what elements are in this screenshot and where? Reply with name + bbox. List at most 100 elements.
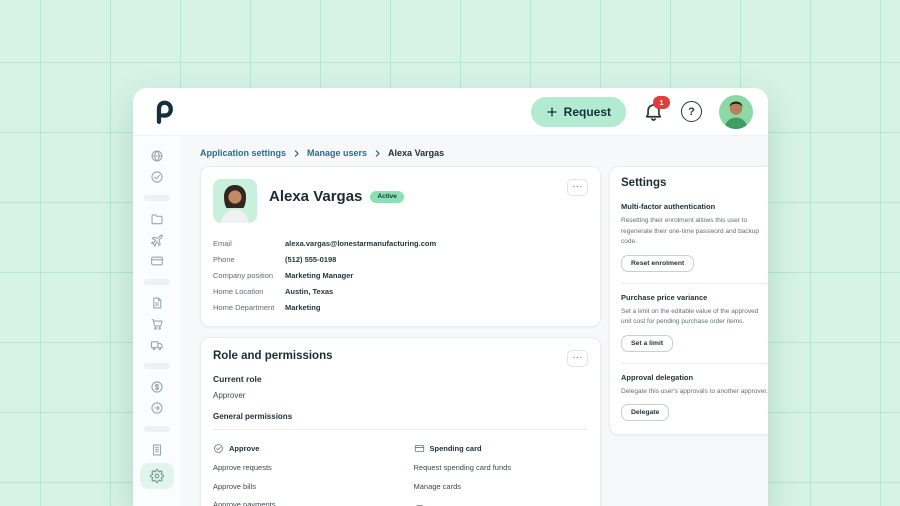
field-value: Marketing Manager: [285, 270, 354, 280]
invoice-icon[interactable]: [142, 295, 172, 311]
permission-item: Approve bills: [213, 481, 256, 491]
permission-group: Spending card Request spending card funds…: [414, 443, 589, 491]
plus-icon: [547, 106, 557, 117]
permission-group-title: Order: [430, 505, 450, 506]
current-role-label: Current role: [213, 373, 262, 384]
field-value: Austin, Texas: [285, 286, 334, 296]
profile-fields: Email alexa.vargas@lonestarmanufacturing.…: [213, 236, 588, 315]
permission-item: Approve requests: [213, 463, 272, 473]
user-avatar[interactable]: [719, 94, 753, 129]
permissions-column: Approve Approve requests Approve bills Appr…: [213, 430, 388, 506]
bell-icon: [645, 104, 662, 121]
permissions-column: Spending card Request spending card funds…: [414, 430, 589, 506]
app-window: Request 1 ? Application sett: [133, 88, 768, 506]
check-circle-icon: [213, 443, 224, 454]
settings-section-button[interactable]: Set a limit: [621, 334, 674, 352]
content-area: Application settings Manage users Alexa Va…: [180, 136, 768, 506]
profile-field-row: Email alexa.vargas@lonestarmanufacturing.…: [213, 236, 588, 252]
permission-group-header: Spending card: [414, 443, 589, 454]
current-role-value: Approver: [213, 390, 246, 400]
settings-section: Purchase price variance Set a limit on th…: [621, 282, 768, 352]
arrow-circle-icon[interactable]: [142, 400, 172, 416]
permission-group-header: Order: [414, 504, 589, 506]
receipt-icon[interactable]: [142, 442, 172, 458]
settings-panel: Settings Multi-factor authentication Rese…: [609, 166, 768, 436]
role-more-button[interactable]: ···: [567, 349, 588, 367]
user-profile-card: Alexa Vargas Active ··· Email alexa.varga…: [200, 166, 601, 327]
notifications-button[interactable]: 1: [643, 96, 670, 122]
permissions-grid: Approve Approve requests Approve bills Appr…: [213, 430, 588, 506]
user-name: Alexa Vargas: [269, 188, 363, 205]
settings-section-description: Set a limit on the editable value of the…: [621, 307, 759, 326]
breadcrumb-item: Alexa Vargas: [388, 148, 445, 158]
permission-item: Approve payments: [213, 500, 276, 506]
breadcrumb: Application settings Manage users Alexa Va…: [200, 148, 756, 158]
permission-group: Approve Approve requests Approve bills Appr…: [213, 443, 388, 506]
settings-section-description: Resetting their enrolment allows this us…: [621, 217, 760, 246]
general-permissions-label: General permissions: [213, 412, 588, 430]
permission-group: OrderSubmit order requests12 LocationsRe…: [414, 504, 589, 506]
permission-group-title: Approve: [229, 443, 260, 453]
settings-section-description: Delegate this user's approvals to anothe…: [621, 387, 768, 395]
role-permissions-card: Role and permissions ··· Current role Ap…: [200, 336, 601, 506]
request-button-label: Request: [563, 104, 611, 119]
settings-section-button[interactable]: Delegate: [621, 404, 670, 422]
notification-badge: 1: [653, 96, 670, 109]
main-column: Alexa Vargas Active ··· Email alexa.varga…: [200, 166, 601, 506]
breadcrumb-item[interactable]: Manage users: [307, 148, 368, 158]
help-button[interactable]: ?: [681, 101, 702, 122]
field-label: Home Department: [213, 302, 275, 312]
settings-section-heading: Multi-factor authentication: [621, 202, 716, 211]
settings-title: Settings: [621, 177, 667, 189]
top-bar: Request 1 ?: [133, 88, 768, 136]
sidebar-placeholder: [143, 279, 170, 285]
profile-field-row: Home Location Austin, Texas: [213, 283, 588, 299]
profile-more-button[interactable]: ···: [567, 179, 588, 196]
field-value: Marketing: [285, 302, 321, 312]
settings-section: Multi-factor authentication Resetting the…: [621, 193, 768, 272]
field-label: Company position: [213, 270, 274, 280]
check-circle-icon[interactable]: [142, 169, 172, 185]
profile-field-row: Company position Marketing Manager: [213, 268, 588, 284]
settings-section-button[interactable]: Reset enrolment: [621, 254, 695, 272]
plane-icon[interactable]: [142, 232, 172, 248]
app-body: Application settings Manage users Alexa Va…: [133, 136, 768, 506]
permission-item: Request spending card funds: [413, 463, 512, 473]
sidebar-placeholder: [143, 426, 170, 432]
truck-icon[interactable]: [142, 337, 172, 353]
field-label: Home Location: [213, 286, 264, 296]
settings-sections: Multi-factor authentication Resetting the…: [621, 193, 768, 422]
settings-section-heading: Approval delegation: [621, 372, 694, 382]
permission-item: Manage cards: [413, 481, 462, 491]
status-badge: Active: [370, 190, 404, 203]
sidebar-nav: [133, 136, 180, 506]
settings-section: Approval delegation Delegate this user's …: [621, 362, 768, 422]
field-label: Phone: [213, 255, 235, 265]
gear-icon[interactable]: [139, 463, 174, 489]
credit-card-icon[interactable]: [142, 253, 172, 269]
request-button[interactable]: Request: [530, 96, 626, 127]
chevron-right-icon: [373, 149, 382, 158]
profile-field-row: Home Department Marketing: [213, 299, 588, 315]
company-logo-icon[interactable]: [151, 99, 177, 125]
credit-card-icon: [414, 443, 425, 454]
cart-icon[interactable]: [142, 316, 172, 332]
sidebar-placeholder: [143, 363, 170, 369]
folder-icon[interactable]: [142, 211, 172, 227]
chevron-right-icon: [292, 149, 301, 158]
globe-icon[interactable]: [142, 148, 172, 164]
field-value: alexa.vargas@lonestarmanufacturing.com: [285, 239, 437, 249]
field-label: Email: [213, 239, 232, 249]
breadcrumb-item[interactable]: Application settings: [200, 148, 287, 158]
settings-section-heading: Purchase price variance: [621, 292, 708, 302]
profile-field-row: Phone (512) 555-0198: [213, 252, 588, 268]
profile-photo: [213, 179, 257, 223]
permission-group-title: Spending card: [429, 443, 482, 453]
sidebar-placeholder: [143, 195, 170, 201]
field-value: (512) 555-0198: [285, 255, 337, 265]
permission-group-header: Approve: [213, 443, 388, 454]
top-bar-actions: Request 1 ?: [530, 94, 753, 129]
role-card-title: Role and permissions: [213, 349, 333, 362]
dollar-circle-icon[interactable]: [142, 379, 172, 395]
